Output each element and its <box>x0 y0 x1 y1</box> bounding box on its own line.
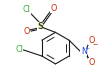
Text: S: S <box>37 22 43 31</box>
Text: Cl: Cl <box>23 5 30 14</box>
Text: O: O <box>88 36 95 45</box>
Text: Cl: Cl <box>15 45 23 54</box>
Text: O: O <box>88 58 95 67</box>
Text: −: − <box>92 41 98 46</box>
Text: O: O <box>51 4 57 13</box>
Text: O: O <box>24 27 30 36</box>
Text: +: + <box>84 46 89 51</box>
Text: N: N <box>81 47 87 56</box>
